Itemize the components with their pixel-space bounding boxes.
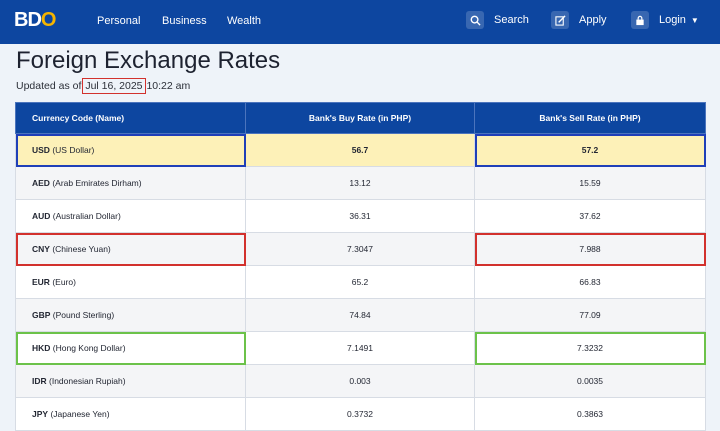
- currency-name: (Chinese Yuan): [52, 244, 111, 254]
- buy-rate-cell: 7.1491: [245, 331, 475, 365]
- apply-button[interactable]: Apply: [551, 11, 607, 29]
- currency-cell: GBP (Pound Sterling): [15, 298, 246, 332]
- updated-date: Jul 16, 2025: [82, 78, 146, 94]
- currency-cell: EUR (Euro): [15, 265, 246, 299]
- rates-table-container: Currency Code (Name) Bank's Buy Rate (in…: [15, 102, 706, 431]
- page-title: Foreign Exchange Rates: [16, 47, 281, 74]
- buy-rate-cell: 74.84: [245, 298, 475, 332]
- currency-cell: JPY (Japanese Yen): [15, 397, 246, 431]
- sell-rate-cell: 77.09: [474, 298, 706, 332]
- search-button[interactable]: Search: [466, 11, 529, 29]
- header-sell-rate: Bank's Sell Rate (in PHP): [474, 102, 706, 134]
- buy-rate-cell: 0.003: [245, 364, 475, 398]
- header-currency: Currency Code (Name): [15, 102, 246, 134]
- currency-code: AUD: [32, 211, 51, 221]
- table-row: GBP (Pound Sterling) 74.84 77.09: [15, 298, 706, 332]
- currency-code: USD: [32, 145, 50, 155]
- currency-name: (Australian Dollar): [52, 211, 121, 221]
- sell-rate-cell: 0.3863: [474, 397, 706, 431]
- lock-icon: [631, 11, 649, 29]
- currency-name: (Japanese Yen): [50, 409, 110, 419]
- sell-rate-cell: 15.59: [474, 166, 706, 200]
- chevron-down-icon: ▼: [690, 15, 699, 25]
- top-nav: BDO Personal Business Wealth Search Appl…: [0, 0, 720, 44]
- login-button[interactable]: Login ▼: [631, 11, 699, 29]
- search-label: Search: [494, 14, 529, 26]
- currency-code: JPY: [32, 409, 49, 419]
- nav-link-business[interactable]: Business: [162, 15, 207, 27]
- buy-rate-cell: 13.12: [245, 166, 475, 200]
- buy-rate-cell: 36.31: [245, 199, 475, 233]
- currency-name: (Hong Kong Dollar): [52, 343, 126, 353]
- currency-cell: USD (US Dollar): [15, 133, 246, 167]
- sell-rate-cell: 66.83: [474, 265, 706, 299]
- sell-rate-cell: 7.988: [474, 232, 706, 266]
- table-row: AED (Arab Emirates Dirham) 13.12 15.59: [15, 166, 706, 200]
- buy-rate-cell: 0.3732: [245, 397, 475, 431]
- sell-rate-cell: 7.3232: [474, 331, 706, 365]
- currency-cell: CNY (Chinese Yuan): [15, 232, 246, 266]
- currency-cell: IDR (Indonesian Rupiah): [15, 364, 246, 398]
- table-row: JPY (Japanese Yen) 0.3732 0.3863: [15, 397, 706, 431]
- currency-code: EUR: [32, 277, 50, 287]
- table-header-row: Currency Code (Name) Bank's Buy Rate (in…: [15, 102, 706, 134]
- sell-rate-cell: 37.62: [474, 199, 706, 233]
- table-row: HKD (Hong Kong Dollar) 7.1491 7.3232: [15, 331, 706, 365]
- edit-icon: [551, 11, 569, 29]
- table-row: CNY (Chinese Yuan) 7.3047 7.988: [15, 232, 706, 266]
- currency-cell: AED (Arab Emirates Dirham): [15, 166, 246, 200]
- apply-label: Apply: [579, 14, 607, 26]
- sell-rate-cell: 0.0035: [474, 364, 706, 398]
- currency-code: GBP: [32, 310, 51, 320]
- updated-time: 10:22 am: [146, 80, 191, 92]
- sell-rate-cell: 57.2: [474, 133, 706, 167]
- currency-name: (Euro): [52, 277, 76, 287]
- bdo-logo[interactable]: BDO: [14, 9, 56, 31]
- table-row: IDR (Indonesian Rupiah) 0.003 0.0035: [15, 364, 706, 398]
- currency-name: (US Dollar): [52, 145, 95, 155]
- currency-name: (Pound Sterling): [52, 310, 115, 320]
- currency-code: IDR: [32, 376, 47, 386]
- updated-timestamp: Updated as of Jul 16, 2025 10:22 am: [16, 78, 191, 94]
- buy-rate-cell: 7.3047: [245, 232, 475, 266]
- currency-code: CNY: [32, 244, 50, 254]
- currency-cell: AUD (Australian Dollar): [15, 199, 246, 233]
- search-icon: [466, 11, 484, 29]
- nav-link-wealth[interactable]: Wealth: [227, 15, 262, 27]
- currency-name: (Indonesian Rupiah): [49, 376, 126, 386]
- currency-name: (Arab Emirates Dirham): [52, 178, 142, 188]
- currency-cell: HKD (Hong Kong Dollar): [15, 331, 246, 365]
- table-row: EUR (Euro) 65.2 66.83: [15, 265, 706, 299]
- rates-table: Currency Code (Name) Bank's Buy Rate (in…: [15, 102, 706, 431]
- header-buy-rate: Bank's Buy Rate (in PHP): [245, 102, 475, 134]
- table-row: USD (US Dollar) 56.7 57.2: [15, 133, 706, 167]
- currency-code: AED: [32, 178, 50, 188]
- buy-rate-cell: 56.7: [245, 133, 475, 167]
- table-row: AUD (Australian Dollar) 36.31 37.62: [15, 199, 706, 233]
- updated-prefix: Updated as of: [16, 80, 82, 92]
- nav-link-personal[interactable]: Personal: [97, 15, 141, 27]
- currency-code: HKD: [32, 343, 51, 353]
- login-label: Login: [659, 14, 686, 26]
- buy-rate-cell: 65.2: [245, 265, 475, 299]
